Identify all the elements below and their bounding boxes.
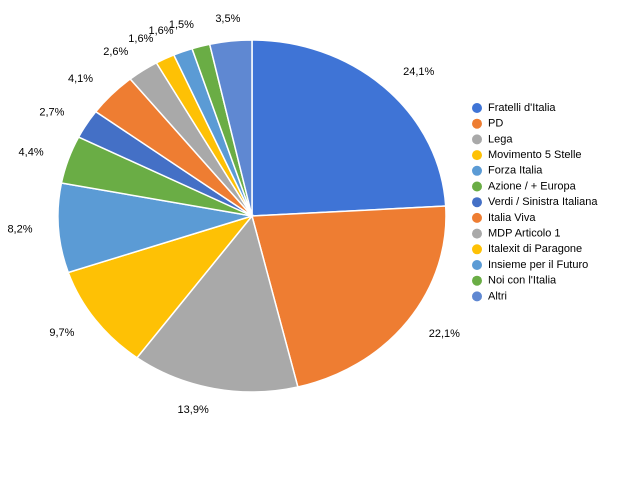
data-label: 1,6%	[149, 25, 174, 37]
legend-label: Altri	[488, 290, 507, 302]
legend-label: Azione / + Europa	[488, 180, 577, 192]
legend-marker	[472, 212, 482, 223]
pie-slice	[67, 214, 255, 359]
legend-label: PD	[488, 118, 503, 130]
legend-label: MDP Articolo 1	[488, 228, 561, 240]
legend-marker	[472, 228, 482, 239]
data-label: 8,2%	[7, 224, 32, 236]
data-label: 24,1%	[403, 66, 434, 78]
legend-label: Noi con l'Italia	[488, 275, 557, 287]
legend-marker	[472, 134, 482, 145]
legend-label: Italia Viva	[488, 212, 536, 224]
pie-slice	[57, 182, 253, 274]
legend-label: Lega	[488, 133, 513, 145]
legend-marker	[472, 165, 482, 176]
legend-label: Movimento 5 Stelle	[488, 149, 582, 161]
pie-slice	[135, 214, 299, 393]
data-label: 4,4%	[19, 146, 44, 158]
data-label: 2,7%	[39, 106, 64, 118]
legend-label: Insieme per il Futuro	[488, 259, 588, 271]
pie-slice	[251, 205, 447, 388]
pie-slice	[251, 39, 447, 217]
legend-label: Verdi / Sinistra Italiana	[488, 196, 598, 208]
data-label: 4,1%	[68, 73, 93, 85]
legend-label: Forza Italia	[488, 165, 543, 177]
legend-marker	[472, 181, 482, 192]
data-label: 13,9%	[178, 404, 209, 416]
legend-marker	[472, 150, 482, 161]
legend-marker	[472, 197, 482, 208]
legend-marker	[472, 291, 482, 302]
data-label: 9,7%	[49, 327, 74, 339]
legend-marker	[472, 275, 482, 286]
data-label: 22,1%	[429, 328, 460, 340]
legend-label: Italexit di Paragone	[488, 243, 582, 255]
legend-marker	[472, 260, 482, 270]
data-label: 3,5%	[215, 13, 240, 25]
data-label: 2,6%	[103, 46, 128, 58]
legend-marker	[472, 103, 482, 113]
legend-marker	[472, 244, 482, 255]
data-label: 1,5%	[169, 19, 194, 31]
legend-marker	[472, 118, 482, 129]
data-label: 1,6%	[128, 33, 153, 45]
pie-slice	[208, 39, 253, 217]
legend-label: Fratelli d'Italia	[488, 102, 556, 114]
